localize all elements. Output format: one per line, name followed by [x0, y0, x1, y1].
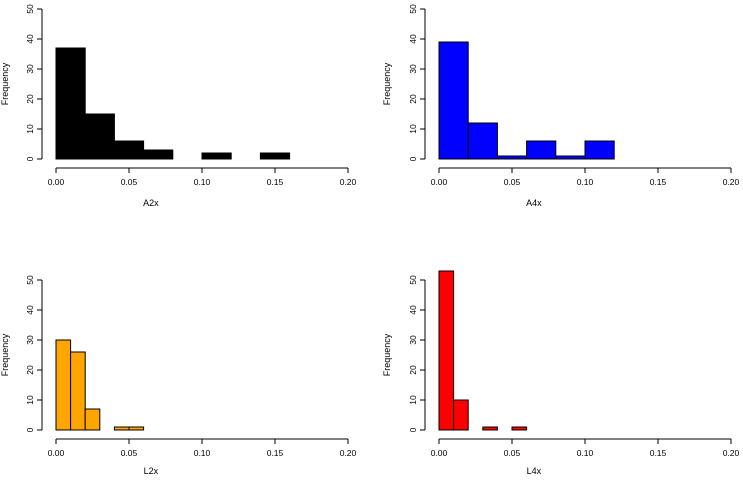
y-tick-label: 50 — [408, 275, 418, 285]
y-tick-label: 30 — [25, 335, 35, 345]
histogram-panel-l4x: 0 10 20 30 40 50 0.00 0.05 0.10 0.15 0.20 L4x Freque… — [382, 270, 740, 476]
histogram-bar — [438, 270, 455, 431]
x-tick-label: 0.10 — [577, 448, 594, 458]
y-tick-label: 0 — [25, 427, 35, 432]
histogram-bar — [496, 155, 528, 160]
y-tick-label: 30 — [408, 64, 418, 74]
x-tick-label: 0.05 — [121, 448, 138, 458]
y-tick-label: 40 — [408, 34, 418, 44]
histogram-bar — [467, 122, 498, 160]
x-tick-label: 0.15 — [650, 448, 667, 458]
y-tick-label: 30 — [25, 64, 35, 74]
x-axis-title: L2x — [144, 466, 159, 476]
histogram-bar — [55, 339, 72, 431]
y-axis-title: Frequency — [382, 62, 392, 105]
x-axis-title: L4x — [527, 466, 542, 476]
x-tick-label: 0.05 — [504, 448, 521, 458]
y-tick-label: 0 — [25, 156, 35, 161]
histogram-bar — [70, 351, 86, 431]
y-axis-title: Frequency — [382, 333, 392, 376]
histogram-bar — [113, 426, 130, 431]
x-tick-label: 0.10 — [194, 448, 211, 458]
y-tick-label: 0 — [408, 156, 418, 161]
x-tick-label: 0.15 — [267, 448, 284, 458]
y-tick-label: 10 — [25, 395, 35, 405]
x-tick-label: 0.20 — [723, 448, 740, 458]
y-tick-label: 40 — [408, 305, 418, 315]
y-tick-label: 20 — [25, 94, 35, 104]
histogram-bar — [128, 426, 145, 431]
histogram-bar — [84, 113, 115, 160]
x-tick-label: 0.20 — [340, 177, 357, 187]
y-tick-label: 20 — [408, 365, 418, 375]
x-tick-label: 0.15 — [267, 177, 284, 187]
histogram-bar — [453, 399, 469, 431]
x-axis-title: A4x — [526, 198, 542, 208]
histogram-panel-l2x: 0 10 20 30 40 50 0.00 0.05 0.10 0.15 0.20 L2x Freque… — [0, 275, 357, 476]
y-tick-label: 10 — [408, 395, 418, 405]
histogram-bar — [143, 149, 174, 160]
histogram-bar — [259, 152, 291, 160]
x-axis-title: A2x — [143, 198, 159, 208]
histogram-bar — [482, 426, 498, 431]
x-tick-label: 0.00 — [48, 448, 65, 458]
y-tick-label: 50 — [25, 275, 35, 285]
x-tick-label: 0.20 — [723, 177, 740, 187]
x-tick-label: 0.00 — [431, 177, 448, 187]
x-tick-label: 0.20 — [340, 448, 357, 458]
x-tick-label: 0.00 — [48, 177, 65, 187]
histogram-bar — [584, 140, 615, 160]
histogram-bar — [555, 155, 586, 160]
histogram-bar — [438, 41, 469, 160]
y-tick-label: 10 — [25, 124, 35, 134]
y-tick-label: 10 — [408, 124, 418, 134]
histogram-bar — [55, 47, 86, 160]
y-tick-label: 40 — [25, 305, 35, 315]
histogram-bar — [201, 152, 232, 160]
histogram-bar — [526, 140, 557, 160]
x-tick-label: 0.10 — [577, 177, 594, 187]
x-tick-label: 0.05 — [504, 177, 521, 187]
histogram-panel-a2x: 0 10 20 30 40 50 0.00 0.05 0.10 0.15 0.20 A2x Freque… — [0, 4, 357, 208]
y-axis-title: Frequency — [0, 333, 10, 376]
y-tick-label: 20 — [408, 94, 418, 104]
histogram-panel-a4x: 0 10 20 30 40 50 0.00 0.05 0.10 0.15 0.20 A4x Freque… — [382, 4, 740, 208]
y-tick-label: 40 — [25, 34, 35, 44]
x-tick-label: 0.05 — [121, 177, 138, 187]
y-axis-title: Frequency — [0, 62, 10, 105]
x-tick-label: 0.00 — [431, 448, 448, 458]
histogram-bar — [511, 426, 528, 431]
histogram-bar — [84, 408, 101, 431]
x-tick-label: 0.10 — [194, 177, 211, 187]
histogram-bar — [113, 140, 145, 160]
y-tick-label: 0 — [408, 427, 418, 432]
y-tick-label: 50 — [408, 4, 418, 14]
x-tick-label: 0.15 — [650, 177, 667, 187]
y-tick-label: 30 — [408, 335, 418, 345]
y-tick-label: 50 — [25, 4, 35, 14]
y-tick-label: 20 — [25, 365, 35, 375]
